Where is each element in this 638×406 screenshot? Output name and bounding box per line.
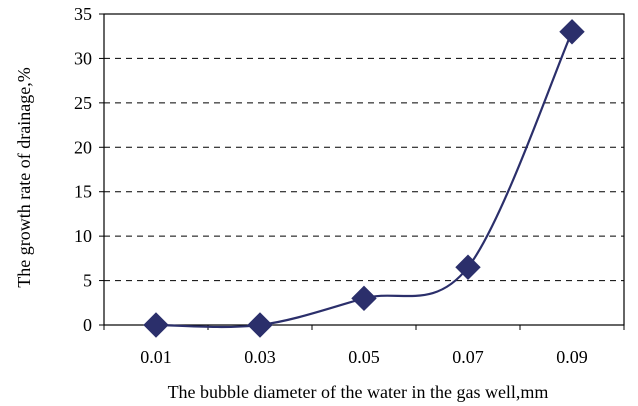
gridlines (104, 13, 624, 282)
x-tick-label: 0.05 (348, 347, 380, 367)
data-point (559, 19, 585, 45)
data-point (351, 285, 377, 312)
data-point (247, 312, 273, 338)
y-tick-label: 25 (74, 93, 92, 113)
y-tick-label: 5 (83, 271, 92, 291)
x-tick-label: 0.03 (244, 347, 276, 367)
y-tick-label: 10 (74, 226, 92, 246)
x-tick-label: 0.01 (140, 347, 172, 367)
x-axis-title: The bubble diameter of the water in the … (168, 382, 549, 402)
y-tick-label: 30 (74, 48, 92, 68)
y-tick-label: 20 (74, 137, 92, 157)
y-tick-label: 15 (74, 182, 92, 202)
data-point (455, 254, 481, 280)
x-tick-label: 0.09 (556, 347, 588, 367)
series-markers (143, 19, 585, 338)
x-axis: 0.01 0.03 0.05 0.07 0.09 (103, 325, 625, 367)
plot-area (103, 13, 625, 326)
y-tick-label: 0 (83, 315, 92, 335)
y-tick-label: 35 (74, 4, 92, 24)
data-point (143, 312, 169, 338)
y-axis: 0 5 10 15 20 25 30 35 (74, 4, 104, 335)
y-axis-title: The growth rate of drainage,% (14, 67, 34, 287)
x-tick-label: 0.07 (452, 347, 484, 367)
series-line (155, 31, 574, 329)
